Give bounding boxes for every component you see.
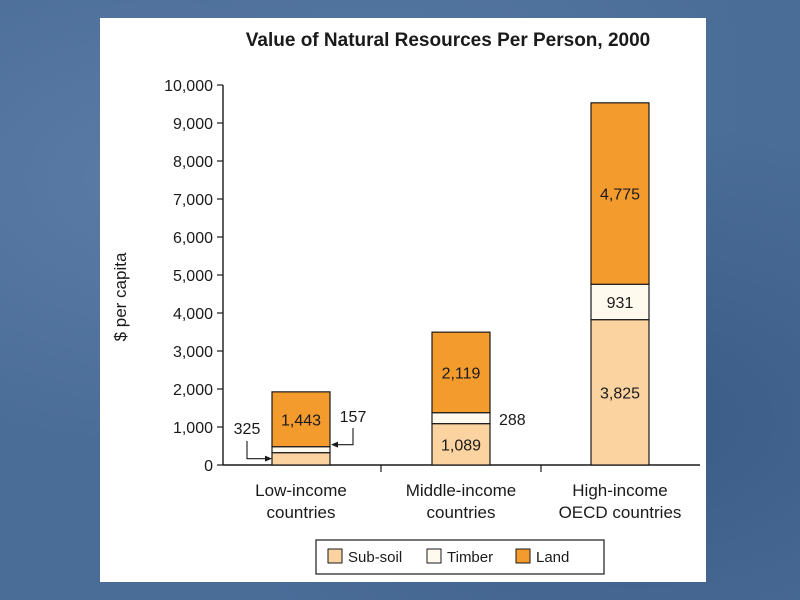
data-label: 4,775 [600, 187, 640, 204]
y-tick-label: 0 [204, 458, 213, 475]
y-tick-label: 3,000 [173, 344, 213, 361]
category-label: countries [427, 503, 496, 522]
bar-segment-sub-soil [271, 452, 331, 466]
y-tick-label: 8,000 [173, 154, 213, 171]
bar-segment-land [590, 102, 650, 285]
chart-panel: Value of Natural Resources Per Person, 2… [100, 18, 706, 582]
category-label: Low-income [255, 481, 347, 500]
data-label: 3,825 [600, 385, 640, 402]
data-label: 1,443 [281, 412, 321, 429]
bar-segment-land [271, 391, 331, 448]
callout-line [246, 441, 270, 460]
category-label: OECD countries [559, 503, 682, 522]
y-tick-label: 1,000 [173, 420, 213, 437]
legend-box [315, 539, 605, 575]
data-label: 931 [607, 295, 634, 312]
y-tick-label: 10,000 [164, 78, 213, 95]
bar-segment-land [431, 331, 491, 414]
y-tick-label: 4,000 [173, 306, 213, 323]
y-axis-label: $ per capita [111, 252, 130, 341]
data-label: 157 [340, 409, 367, 426]
data-label: 2,119 [442, 365, 481, 382]
data-label: 1,089 [441, 437, 481, 454]
y-tick-label: 7,000 [173, 192, 213, 209]
y-tick-label: 9,000 [173, 116, 213, 133]
chart-title: Value of Natural Resources Per Person, 2… [246, 30, 650, 51]
stacked-bar-chart: Value of Natural Resources Per Person, 2… [111, 30, 700, 575]
data-label: 288 [499, 412, 526, 429]
bar-segment-timber [590, 283, 650, 321]
legend-swatch [426, 548, 442, 564]
y-tick-label: 5,000 [173, 268, 213, 285]
bar-segment-sub-soil [590, 319, 650, 466]
bar-segment-timber [271, 446, 331, 454]
category-label: Middle-income [406, 481, 517, 500]
y-tick-label: 6,000 [173, 230, 213, 247]
data-label: 325 [234, 421, 261, 438]
legend-swatch [327, 548, 343, 564]
plot-area: 0 1,000 2,000 3,000 4,000 5,000 6,000 7,000 8,00… [164, 78, 700, 522]
category-label: countries [267, 503, 336, 522]
callout-line [334, 428, 354, 446]
legend-entry-label: Timber [447, 549, 493, 566]
legend-swatch [515, 548, 531, 564]
legend-entry-label: Sub-soil [348, 549, 402, 566]
bar-segment-timber [431, 412, 491, 425]
callout-arrowhead [331, 441, 338, 448]
callout-arrowhead [265, 455, 272, 462]
category-label: High-income [572, 481, 667, 500]
legend-entry-label: Land [536, 549, 569, 566]
legend: Sub-soil Timber Land [315, 539, 605, 575]
y-tick-label: 2,000 [173, 382, 213, 399]
